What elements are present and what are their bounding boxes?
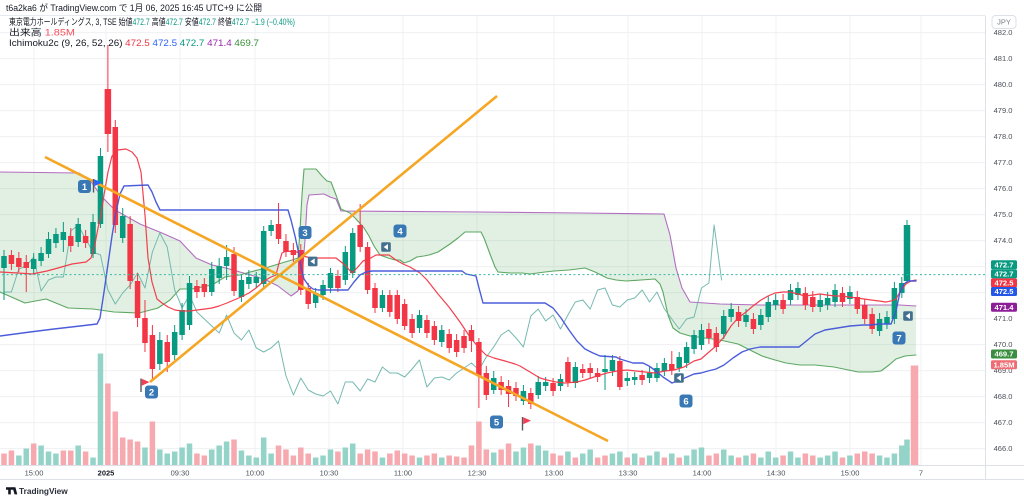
svg-text:472.5: 472.5 — [994, 287, 1014, 296]
svg-text:1: 1 — [82, 182, 88, 193]
svg-text:1.85M: 1.85M — [993, 361, 1014, 370]
svg-text:471.0: 471.0 — [994, 314, 1013, 323]
svg-text:468.0: 468.0 — [994, 392, 1013, 401]
svg-text:12:30: 12:30 — [468, 469, 487, 478]
svg-text:7: 7 — [896, 333, 901, 344]
svg-text:472.7: 472.7 — [994, 261, 1013, 270]
svg-text:476.0: 476.0 — [994, 184, 1013, 193]
svg-text:10:00: 10:00 — [246, 469, 265, 478]
svg-text:3: 3 — [302, 228, 307, 239]
svg-text:481.0: 481.0 — [994, 54, 1013, 63]
svg-text:5: 5 — [494, 417, 500, 428]
svg-text:JPY: JPY — [997, 18, 1011, 27]
svg-text:7: 7 — [919, 469, 923, 478]
svg-text:469.0: 469.0 — [994, 366, 1013, 375]
svg-text:2025: 2025 — [98, 469, 115, 478]
svg-text:出来高 1.85M: 出来高 1.85M — [9, 27, 75, 38]
svg-text:11:00: 11:00 — [394, 469, 412, 478]
svg-text:Ichimoku2c (9, 26, 52, 26) 472: Ichimoku2c (9, 26, 52, 26) 472.5 472.5 4… — [9, 38, 259, 48]
svg-text:480.0: 480.0 — [994, 80, 1013, 89]
svg-text:466.0: 466.0 — [994, 444, 1013, 453]
svg-text:13:00: 13:00 — [545, 469, 564, 478]
svg-text:474.0: 474.0 — [994, 236, 1013, 245]
svg-text:TradingView: TradingView — [19, 486, 68, 496]
svg-text:2: 2 — [149, 387, 154, 398]
svg-text:14:30: 14:30 — [767, 469, 786, 478]
svg-text:469.7: 469.7 — [994, 350, 1013, 359]
svg-text:470.0: 470.0 — [994, 340, 1013, 349]
svg-text:4: 4 — [397, 226, 403, 237]
svg-text:東京電力ホールディングス, 3, TSE 始値472.7: 東京電力ホールディングス, 3, TSE 始値472.7 高値472.7 安値4… — [9, 16, 295, 27]
svg-text:15:00: 15:00 — [841, 469, 860, 478]
svg-text:477.0: 477.0 — [994, 158, 1013, 167]
svg-text:479.0: 479.0 — [994, 106, 1013, 115]
svg-text:475.0: 475.0 — [994, 210, 1013, 219]
svg-text:6: 6 — [683, 396, 688, 407]
svg-text:13:30: 13:30 — [619, 469, 638, 478]
svg-text:471.4: 471.4 — [994, 303, 1014, 312]
svg-text:14:00: 14:00 — [693, 469, 712, 478]
svg-text:09:30: 09:30 — [171, 469, 190, 478]
svg-text:10:30: 10:30 — [320, 469, 339, 478]
svg-text:467.0: 467.0 — [994, 418, 1013, 427]
svg-text:472.5: 472.5 — [994, 279, 1014, 288]
svg-text:478.0: 478.0 — [994, 132, 1013, 141]
svg-text:t6a2ka6 が TradingView.com で 1月: t6a2ka6 が TradingView.com で 1月 06, 2025 … — [6, 2, 262, 13]
svg-text:482.0: 482.0 — [994, 28, 1013, 37]
svg-text:472.7: 472.7 — [994, 270, 1013, 279]
svg-text:15:00: 15:00 — [25, 469, 44, 478]
